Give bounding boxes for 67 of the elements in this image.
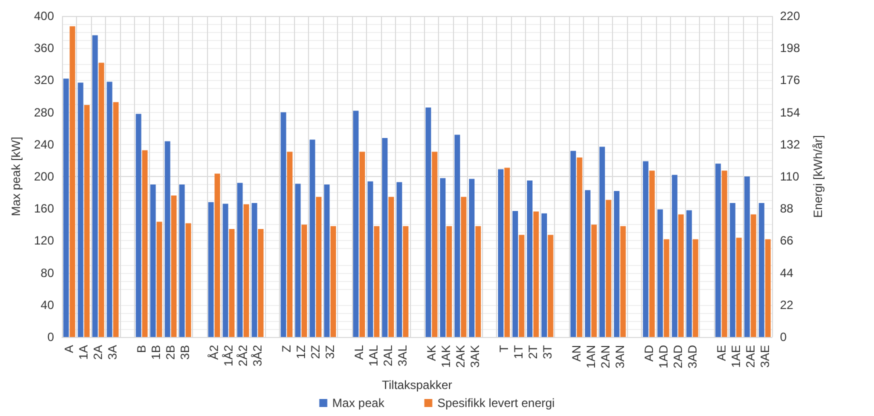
x-tick-label: 1Å2 — [222, 344, 236, 366]
x-tick-label: 2T — [526, 344, 540, 360]
x-tick-label: 3A — [106, 345, 120, 360]
y2-tick-label: 220 — [780, 9, 800, 23]
y-tick-label: 120 — [34, 234, 54, 248]
x-tick-label: 3AE — [758, 345, 772, 368]
x-tick-label: 1A — [76, 345, 91, 360]
x-tick-label: 3AK — [468, 345, 482, 368]
x-tick-label: 3AN — [612, 345, 627, 368]
x-tick-label: AL — [352, 344, 366, 360]
x-tick-label: 3B — [178, 345, 192, 360]
x-tick-label: 2B — [164, 345, 178, 360]
x-tick-label: AE — [714, 345, 728, 362]
y-tick-label: 200 — [34, 170, 54, 184]
x-tick-label: 3T — [540, 344, 554, 360]
x-tick-label: Å2 — [207, 344, 222, 360]
x-tick-label: 1AE — [728, 345, 743, 368]
x-tick-label: 3Z — [323, 345, 338, 360]
y2-tick-label: 66 — [780, 234, 794, 248]
y-tick-label: 240 — [34, 137, 54, 152]
y-tick-label: 40 — [40, 298, 54, 312]
x-tick-label: 3AL — [396, 344, 410, 366]
x-tick-label: 1AL — [366, 344, 381, 366]
x-tick-label: 2AL — [381, 344, 396, 366]
y2-tick-label: 132 — [780, 137, 800, 152]
y-tick-label: 360 — [34, 41, 54, 56]
x-tick-label: 1AD — [656, 344, 670, 368]
x-tick-label: AN — [569, 345, 584, 362]
y2-tick-label: 176 — [780, 73, 800, 88]
legend-label: Spesifikk levert energi — [437, 396, 555, 410]
x-tick-label: 2AN — [598, 345, 612, 368]
x-tick-label: 1AN — [584, 345, 598, 368]
x-tick-label: 3Å2 — [250, 344, 265, 366]
x-tick-label: Z — [280, 345, 294, 352]
y-tick-label: 400 — [34, 9, 54, 23]
x-tick-label: B — [134, 345, 149, 354]
x-tick-label: 2AD — [670, 344, 685, 368]
x-tick-label: 1Z — [294, 345, 308, 360]
y2-tick-label: 198 — [780, 41, 800, 56]
x-tick-label: 1AK — [438, 345, 453, 368]
x-tick-label: 2AE — [743, 345, 758, 368]
y2-axis-title: Energi [kWh/år] — [811, 135, 825, 218]
y2-tick-label: 0 — [780, 330, 787, 344]
y2-tick-label: 22 — [780, 298, 794, 312]
x-tick-label: 3AD — [685, 344, 700, 368]
x-tick-label: 1T — [511, 344, 526, 360]
x-tick-label: 1B — [149, 345, 164, 360]
y2-tick-label: 88 — [780, 202, 794, 216]
x-tick-label: 2Å2 — [236, 344, 250, 366]
y-tick-label: 160 — [34, 202, 54, 216]
legend-label: Max peak — [332, 396, 386, 410]
x-tick-label: A — [62, 345, 76, 354]
x-tick-label: AD — [642, 344, 656, 362]
y2-tick-label: 110 — [780, 170, 800, 184]
x-tick-label: AK — [424, 345, 438, 362]
y-axis-title: Max peak [kW] — [9, 136, 23, 216]
x-tick-label: 2A — [91, 345, 106, 360]
y2-tick-label: 154 — [780, 105, 800, 120]
x-tick-label: T — [496, 344, 511, 352]
x-axis-title: Tiltakspakker — [382, 378, 452, 392]
y-tick-label: 80 — [40, 266, 54, 280]
y2-tick-label: 44 — [780, 266, 794, 280]
x-tick-label: 2Z — [308, 345, 323, 360]
y-tick-label: 320 — [34, 73, 54, 88]
x-tick-label: 2AK — [453, 345, 468, 368]
y-tick-label: 280 — [34, 105, 54, 120]
y-tick-label: 0 — [47, 330, 54, 344]
